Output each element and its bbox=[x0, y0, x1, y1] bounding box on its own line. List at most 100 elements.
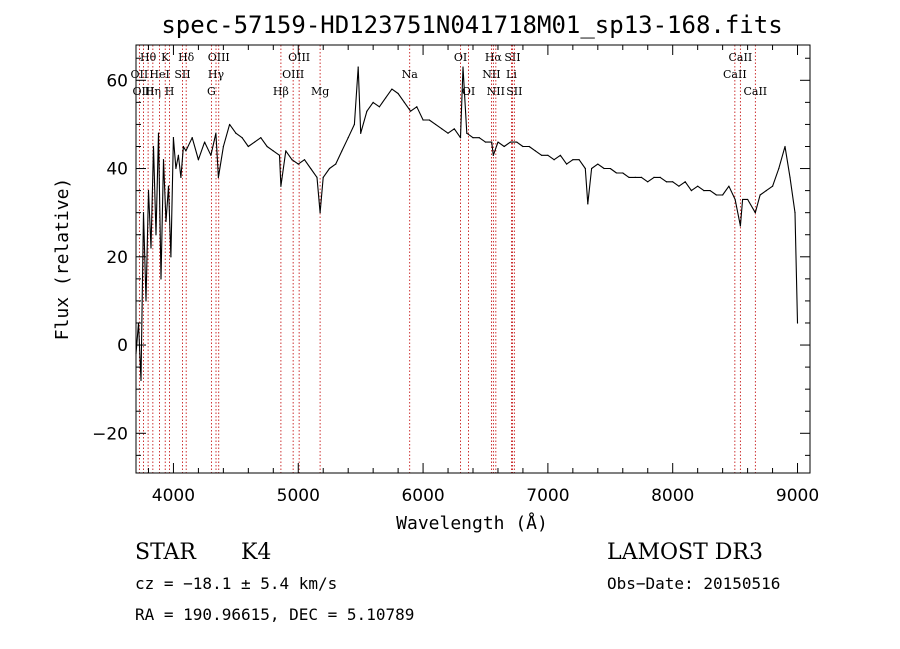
line-marker-label-4: K bbox=[161, 51, 170, 64]
data-point-0-18 bbox=[180, 176, 182, 178]
data-point-0-59 bbox=[403, 101, 405, 103]
data-point-0-63 bbox=[428, 119, 430, 121]
data-point-0-10 bbox=[160, 278, 162, 280]
line-marker-label-1: OII bbox=[131, 68, 149, 81]
data-point-0-2 bbox=[140, 379, 142, 381]
data-point-0-41 bbox=[303, 159, 306, 161]
data-point-0-32 bbox=[253, 141, 256, 143]
line-marker-label-10: Hγ bbox=[208, 68, 225, 81]
data-point-0-111 bbox=[709, 190, 711, 192]
data-point-0-49 bbox=[347, 137, 349, 139]
line-marker-label-6: H bbox=[165, 85, 175, 98]
series-line-0 bbox=[135, 66, 799, 381]
data-point-0-43 bbox=[316, 176, 318, 178]
line-marker-label-20: NII bbox=[482, 68, 500, 81]
data-point-0-9 bbox=[157, 132, 160, 134]
data-point-0-20 bbox=[185, 150, 187, 152]
data-point-0-27 bbox=[222, 145, 224, 148]
data-point-0-62 bbox=[422, 119, 424, 121]
data-point-0-38 bbox=[285, 150, 287, 152]
data-point-0-106 bbox=[678, 185, 680, 187]
data-point-0-99 bbox=[634, 176, 636, 178]
data-point-0-17 bbox=[177, 154, 180, 156]
data-point-0-13 bbox=[167, 185, 170, 187]
y-tick-label-0: −20 bbox=[92, 424, 128, 444]
axes-layer: 4000 5000 6000 7000 8000 9000 −20 0 20 40 60 bbox=[92, 45, 819, 506]
data-point-0-113 bbox=[722, 194, 724, 196]
data-point-0-77 bbox=[503, 145, 505, 148]
data-point-0-120 bbox=[759, 194, 761, 196]
line-marker-label-26: CaII bbox=[723, 68, 747, 81]
data-point-0-85 bbox=[553, 159, 555, 161]
data-point-0-97 bbox=[622, 172, 624, 174]
data-point-0-45 bbox=[322, 176, 324, 178]
y-tick-label-2: 20 bbox=[106, 248, 128, 268]
data-point-0-90 bbox=[584, 167, 586, 170]
y-axis-label: Flux (relative) bbox=[52, 178, 73, 341]
data-point-0-110 bbox=[703, 190, 705, 192]
line-marker-label-2: OIII bbox=[132, 85, 154, 98]
data-point-0-51 bbox=[357, 66, 359, 68]
data-point-0-95 bbox=[609, 167, 611, 170]
x-tick-label-2: 6000 bbox=[401, 486, 444, 506]
x-axis-label: Wavelength (Å) bbox=[396, 512, 548, 534]
x-tick-label-5: 9000 bbox=[776, 486, 819, 506]
data-point-0-37 bbox=[280, 185, 282, 187]
line-marker-label-14: Hβ bbox=[273, 85, 289, 98]
chart-title: spec-57159-HD123751N041718M01_sp13-168.f… bbox=[161, 11, 782, 39]
data-point-0-61 bbox=[416, 106, 418, 108]
data-point-0-81 bbox=[528, 145, 530, 148]
y-tick-label-4: 60 bbox=[106, 71, 128, 91]
line-marker-label-12: OIII bbox=[288, 51, 310, 64]
data-point-0-15 bbox=[172, 137, 175, 139]
object-subclass: K4 bbox=[241, 540, 272, 565]
line-marker-label-0: Hθ bbox=[140, 51, 157, 64]
data-point-0-89 bbox=[578, 159, 580, 161]
data-point-0-64 bbox=[434, 123, 437, 126]
data-point-0-23 bbox=[204, 141, 206, 143]
data-point-0-71 bbox=[472, 137, 474, 139]
data-point-0-123 bbox=[778, 167, 780, 170]
x-tick-label-4: 8000 bbox=[651, 486, 694, 506]
data-point-0-73 bbox=[484, 141, 487, 143]
data-point-0-8 bbox=[155, 234, 157, 236]
data-point-0-36 bbox=[278, 154, 281, 156]
x-tick-label-1: 5000 bbox=[277, 486, 320, 506]
data-point-0-108 bbox=[690, 190, 693, 192]
data-point-0-118 bbox=[746, 198, 749, 201]
data-point-0-30 bbox=[241, 137, 243, 139]
data-point-0-35 bbox=[272, 150, 274, 152]
data-point-0-125 bbox=[789, 176, 791, 178]
line-marker-label-11: G bbox=[207, 85, 216, 98]
data-point-0-50 bbox=[353, 123, 356, 126]
data-point-0-115 bbox=[734, 198, 736, 201]
line-marker-label-13: OIII bbox=[282, 68, 304, 81]
data-point-0-42 bbox=[310, 167, 312, 170]
line-marker-label-19: Hα bbox=[485, 51, 503, 64]
data-point-0-52 bbox=[360, 132, 362, 134]
data-point-0-102 bbox=[653, 176, 655, 178]
data-point-0-6 bbox=[150, 247, 152, 249]
data-point-0-29 bbox=[235, 132, 237, 134]
data-point-0-105 bbox=[672, 181, 674, 183]
y-tick-label-1: 0 bbox=[117, 336, 128, 356]
data-point-0-58 bbox=[397, 92, 399, 95]
x-tick-label-3: 7000 bbox=[526, 486, 569, 506]
data-point-0-98 bbox=[628, 176, 630, 178]
data-point-0-65 bbox=[441, 128, 443, 130]
data-point-0-60 bbox=[409, 110, 412, 112]
data-point-0-124 bbox=[784, 145, 786, 148]
data-point-0-83 bbox=[541, 154, 543, 156]
line-marker-label-22: SII bbox=[504, 51, 520, 64]
data-point-0-7 bbox=[152, 145, 155, 148]
line-marker-label-27: CaII bbox=[743, 85, 767, 98]
data-point-0-79 bbox=[516, 141, 518, 143]
data-point-0-107 bbox=[684, 181, 686, 183]
data-point-0-101 bbox=[647, 181, 649, 183]
data-point-0-44 bbox=[319, 212, 321, 214]
data-point-0-24 bbox=[210, 154, 212, 156]
line-marker-label-18: OI bbox=[462, 85, 475, 98]
data-point-0-82 bbox=[534, 150, 537, 152]
